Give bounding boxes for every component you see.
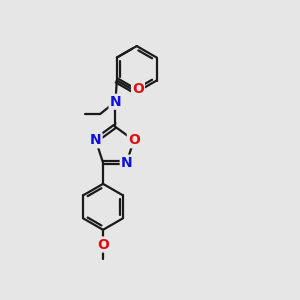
Text: N: N — [121, 156, 132, 170]
Text: O: O — [132, 82, 144, 96]
Text: O: O — [97, 238, 109, 251]
Text: O: O — [128, 133, 140, 147]
Text: N: N — [110, 95, 121, 109]
Text: N: N — [90, 133, 102, 147]
